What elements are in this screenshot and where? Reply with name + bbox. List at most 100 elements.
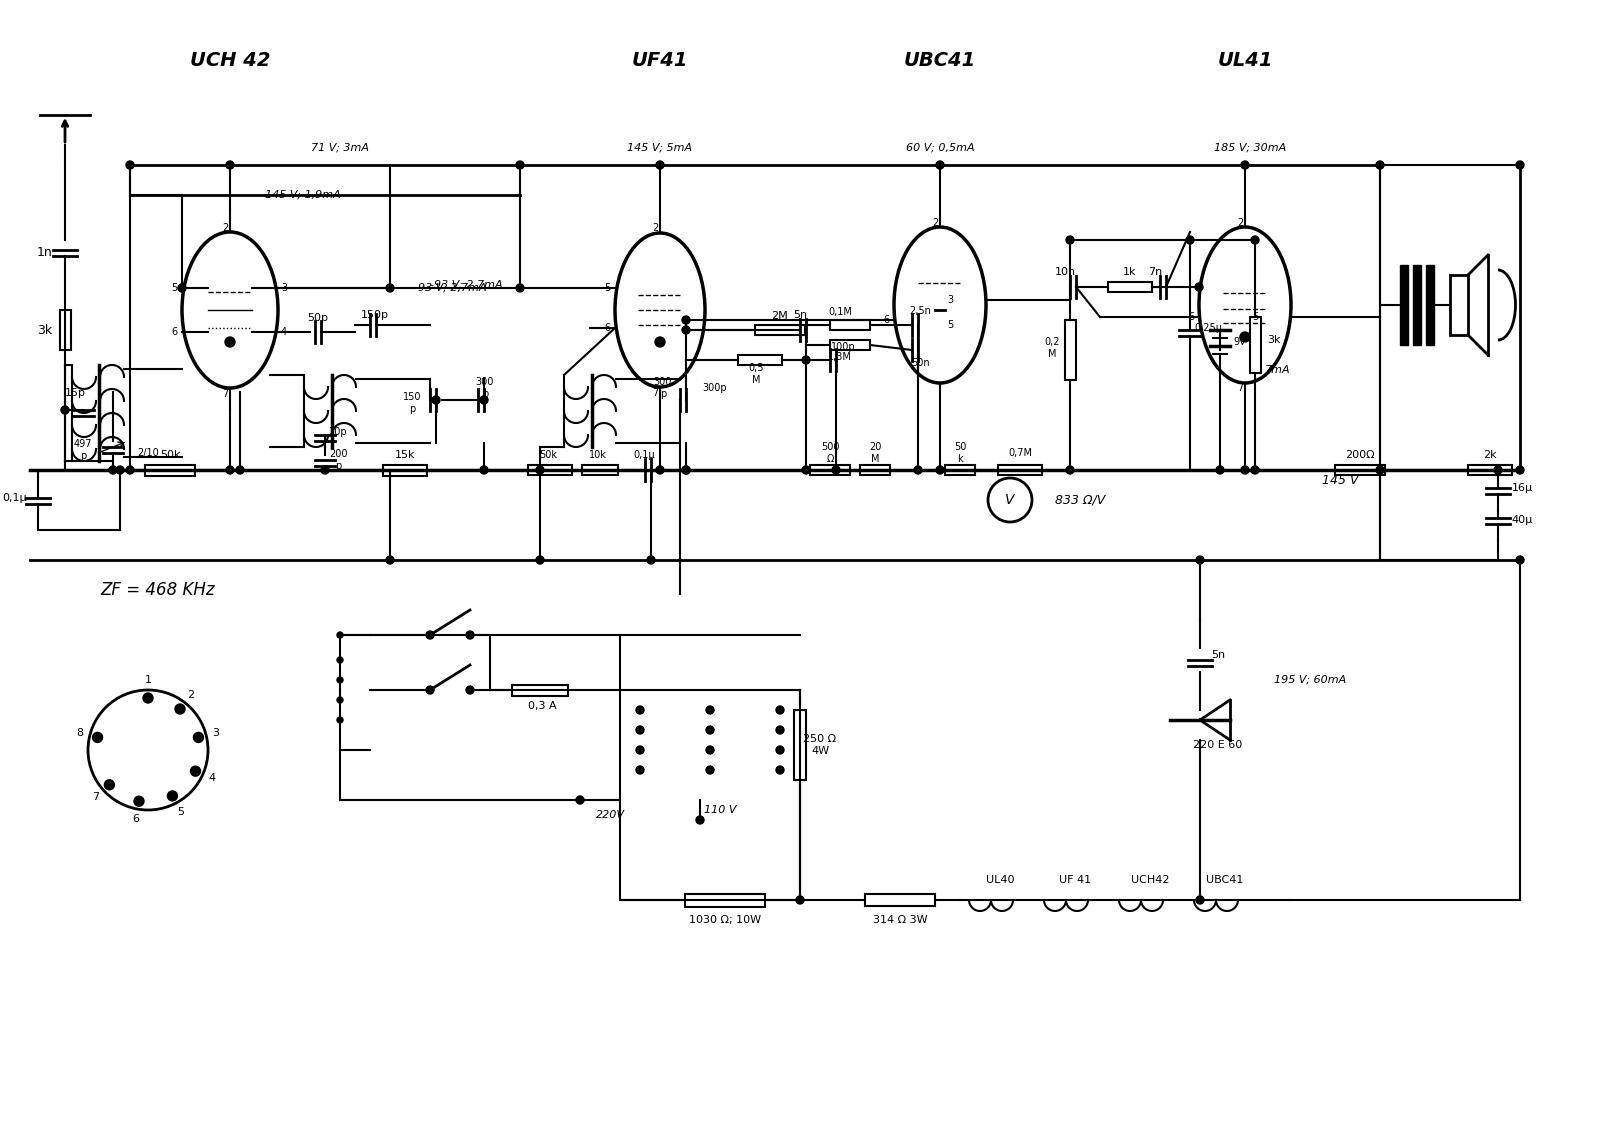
Circle shape: [134, 796, 144, 806]
Circle shape: [109, 466, 117, 474]
Circle shape: [226, 161, 234, 169]
Text: 40μ: 40μ: [1512, 515, 1533, 525]
Circle shape: [1251, 236, 1259, 244]
Text: 2: 2: [187, 690, 195, 700]
Circle shape: [322, 466, 330, 474]
Circle shape: [226, 337, 235, 347]
Circle shape: [168, 791, 178, 801]
Circle shape: [338, 697, 342, 703]
Text: 5: 5: [947, 320, 954, 330]
Bar: [1450, 275, 1469, 335]
Circle shape: [637, 746, 643, 754]
Circle shape: [190, 766, 200, 776]
Text: 100p: 100p: [830, 342, 856, 352]
Circle shape: [776, 746, 784, 754]
Text: 300
p: 300 p: [654, 378, 672, 399]
Bar: [1066, 320, 1075, 380]
Text: 833 Ω/V: 833 Ω/V: [1054, 493, 1106, 507]
Text: 3: 3: [947, 295, 954, 305]
Bar: [382, 465, 427, 476]
Text: 1n: 1n: [37, 245, 53, 259]
Text: -93 V; 2,7mA: -93 V; 2,7mA: [414, 283, 486, 293]
Circle shape: [1251, 466, 1259, 474]
Circle shape: [696, 815, 704, 824]
Text: 145 V; 5mA: 145 V; 5mA: [627, 143, 693, 153]
Text: UL40: UL40: [986, 875, 1014, 884]
Text: 195 V; 60mA: 195 V; 60mA: [1274, 675, 1346, 685]
Text: 10n: 10n: [1054, 267, 1075, 277]
Text: 50k: 50k: [539, 450, 557, 460]
Text: 6: 6: [171, 327, 178, 337]
Text: 20p: 20p: [328, 428, 347, 437]
Circle shape: [637, 706, 643, 714]
Text: ZF = 468 KHz: ZF = 468 KHz: [99, 581, 214, 599]
Circle shape: [706, 706, 714, 714]
Circle shape: [432, 396, 440, 404]
Circle shape: [936, 161, 944, 169]
Text: 15p: 15p: [64, 388, 85, 398]
Text: 7mA: 7mA: [1266, 365, 1291, 375]
Circle shape: [1066, 236, 1074, 244]
Text: 3: 3: [282, 283, 286, 293]
Text: 20
M: 20 M: [869, 442, 882, 464]
Text: 200Ω: 200Ω: [1346, 450, 1374, 460]
Text: UL41: UL41: [1218, 51, 1272, 69]
Bar: [1250, 317, 1261, 373]
Text: 2/10: 2/10: [138, 448, 158, 458]
Circle shape: [797, 896, 805, 904]
Circle shape: [480, 396, 488, 404]
Text: 6: 6: [1187, 312, 1194, 322]
Circle shape: [682, 326, 690, 334]
Text: 2: 2: [931, 218, 938, 228]
Circle shape: [682, 466, 690, 474]
Bar: [861, 465, 890, 475]
Circle shape: [1517, 556, 1523, 564]
Text: 50p: 50p: [307, 313, 328, 323]
Text: 8: 8: [77, 728, 83, 739]
Circle shape: [126, 161, 134, 169]
Circle shape: [656, 161, 664, 169]
Bar: [830, 320, 870, 330]
Text: 60 V; 0,5mA: 60 V; 0,5mA: [906, 143, 974, 153]
Text: UBC41: UBC41: [1206, 875, 1243, 884]
Circle shape: [1240, 333, 1250, 342]
Text: 7: 7: [1237, 383, 1243, 392]
Bar: [946, 465, 974, 475]
Text: 10k: 10k: [589, 450, 606, 460]
Circle shape: [93, 733, 102, 742]
Text: 300p: 300p: [702, 383, 728, 392]
Circle shape: [1242, 466, 1250, 474]
Circle shape: [832, 466, 840, 474]
Text: 150p: 150p: [362, 310, 389, 320]
Circle shape: [104, 779, 114, 789]
Text: 5: 5: [178, 806, 184, 817]
Bar: [528, 465, 573, 475]
Circle shape: [656, 466, 664, 474]
Text: 3k: 3k: [1267, 335, 1280, 345]
Circle shape: [706, 746, 714, 754]
Circle shape: [386, 556, 394, 564]
Text: 185 V; 30mA: 185 V; 30mA: [1214, 143, 1286, 153]
Text: 5: 5: [1251, 312, 1258, 322]
Bar: [810, 465, 850, 475]
Text: 7n: 7n: [1147, 267, 1162, 277]
Text: 0,1M: 0,1M: [829, 307, 851, 317]
Text: UBC41: UBC41: [904, 51, 976, 69]
Text: 50k: 50k: [160, 450, 181, 460]
Text: 71 V; 3mA: 71 V; 3mA: [310, 143, 370, 153]
Bar: [1413, 265, 1421, 345]
Text: 2,5n: 2,5n: [909, 307, 931, 316]
Circle shape: [1376, 466, 1384, 474]
Circle shape: [1517, 161, 1523, 169]
Circle shape: [338, 677, 342, 683]
Circle shape: [776, 706, 784, 714]
Text: 2M: 2M: [771, 311, 789, 321]
Circle shape: [776, 726, 784, 734]
Circle shape: [386, 284, 394, 292]
Bar: [146, 465, 195, 476]
Text: 1: 1: [144, 675, 152, 685]
Text: -93 V; 2,7mA: -93 V; 2,7mA: [430, 280, 502, 290]
Circle shape: [1197, 896, 1205, 904]
Text: 6: 6: [133, 814, 139, 824]
Bar: [582, 465, 618, 475]
